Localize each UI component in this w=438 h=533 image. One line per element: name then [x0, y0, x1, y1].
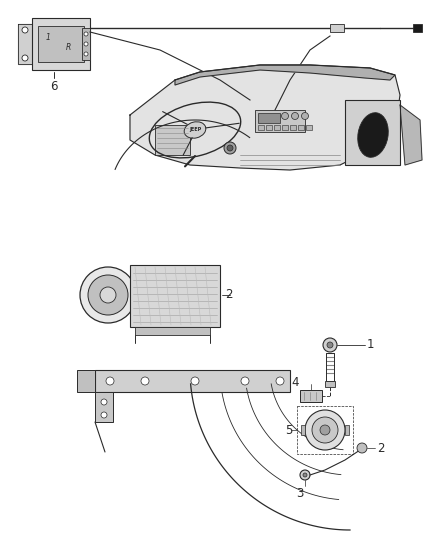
Text: 6: 6: [50, 80, 58, 93]
Circle shape: [106, 377, 114, 385]
Polygon shape: [175, 65, 395, 85]
Text: 2: 2: [225, 288, 233, 302]
Circle shape: [301, 112, 308, 119]
Bar: [266, 125, 272, 130]
Polygon shape: [130, 65, 400, 170]
Text: 1: 1: [46, 34, 50, 43]
Ellipse shape: [184, 122, 206, 138]
Circle shape: [80, 267, 136, 323]
Text: 4: 4: [291, 376, 299, 389]
Bar: [32, 18, 90, 70]
Circle shape: [22, 27, 28, 33]
Circle shape: [141, 377, 149, 385]
Bar: [38, 26, 84, 62]
Ellipse shape: [358, 112, 388, 157]
Circle shape: [88, 275, 128, 315]
Bar: [330, 24, 344, 32]
Bar: [325, 381, 335, 387]
Circle shape: [327, 342, 333, 348]
Bar: [82, 28, 90, 60]
Bar: [130, 265, 220, 327]
Bar: [258, 113, 280, 123]
Circle shape: [323, 338, 337, 352]
Bar: [258, 125, 264, 130]
Circle shape: [101, 412, 107, 418]
Circle shape: [276, 377, 284, 385]
Bar: [274, 125, 280, 130]
Circle shape: [22, 55, 28, 61]
Bar: [77, 370, 95, 392]
Circle shape: [312, 417, 338, 443]
Circle shape: [282, 112, 289, 119]
Circle shape: [227, 145, 233, 151]
Bar: [300, 390, 322, 402]
Circle shape: [300, 470, 310, 480]
Bar: [95, 370, 290, 392]
Bar: [298, 125, 304, 130]
Text: 3: 3: [297, 487, 304, 500]
Bar: [326, 353, 334, 381]
Bar: [282, 125, 288, 130]
Circle shape: [84, 52, 88, 56]
Circle shape: [224, 142, 236, 154]
Polygon shape: [400, 105, 422, 165]
Circle shape: [241, 377, 249, 385]
Bar: [345, 100, 400, 165]
Bar: [155, 125, 190, 155]
Circle shape: [303, 473, 307, 477]
Bar: [255, 110, 305, 132]
Circle shape: [320, 425, 330, 435]
Text: 2: 2: [377, 441, 385, 455]
Bar: [135, 327, 210, 335]
Text: 1: 1: [367, 338, 374, 351]
Circle shape: [100, 287, 116, 303]
Circle shape: [84, 32, 88, 36]
Circle shape: [305, 410, 345, 450]
Circle shape: [292, 112, 299, 119]
Bar: [95, 392, 113, 422]
Bar: [345, 425, 349, 435]
Bar: [413, 24, 422, 32]
Circle shape: [101, 399, 107, 405]
Polygon shape: [18, 24, 32, 64]
Circle shape: [191, 377, 199, 385]
Text: JEEP: JEEP: [189, 127, 201, 133]
Text: 5: 5: [286, 424, 293, 437]
Text: R: R: [65, 44, 71, 52]
Bar: [290, 125, 296, 130]
Circle shape: [357, 443, 367, 453]
Circle shape: [84, 42, 88, 46]
Bar: [297, 406, 353, 454]
Bar: [306, 125, 312, 130]
Bar: [301, 425, 305, 435]
